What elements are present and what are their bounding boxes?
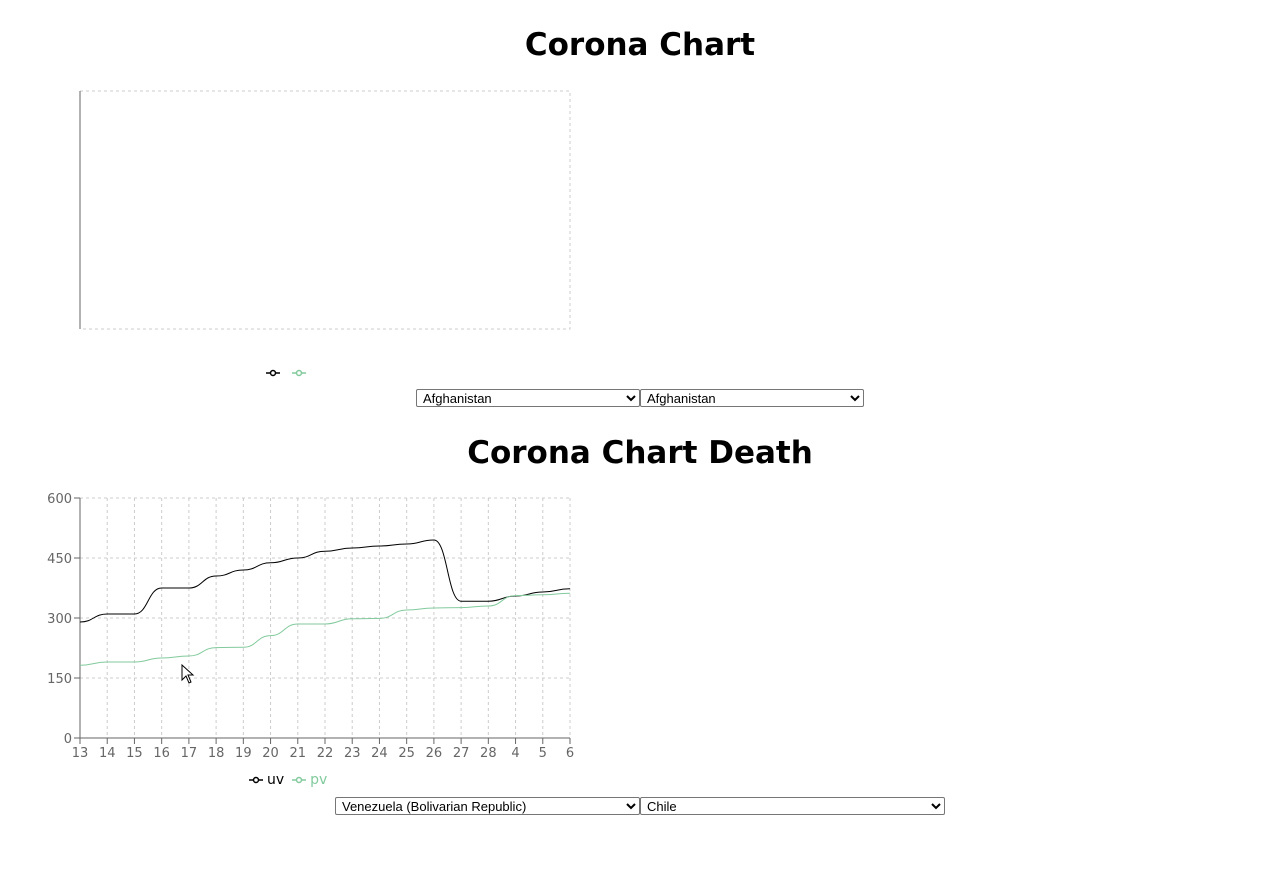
- x-tick-label: 14: [99, 746, 116, 761]
- x-tick-label: 20: [262, 746, 279, 761]
- x-tick-label: 26: [426, 746, 443, 761]
- x-tick-label: 28: [480, 746, 497, 761]
- x-tick-label: 16: [153, 746, 170, 761]
- x-tick-label: 6: [566, 746, 574, 761]
- legend: [266, 364, 310, 382]
- x-tick-label: 17: [181, 746, 198, 761]
- line-marker-icon: [292, 369, 306, 377]
- country-select-right[interactable]: Afghanistan: [640, 389, 864, 407]
- series-lines: [79, 539, 571, 666]
- x-tick-label: 19: [235, 746, 252, 761]
- legend-item-series-1[interactable]: [266, 368, 284, 378]
- legend-label-pv: pv: [310, 772, 328, 788]
- legend-label-uv: uv: [267, 772, 285, 788]
- country-select-left[interactable]: Venezuela (Bolivarian Republic): [335, 797, 640, 815]
- legend-item-series-2[interactable]: [292, 368, 310, 378]
- y-tick-label: 450: [47, 552, 72, 567]
- legend: uv pv: [249, 771, 327, 789]
- x-tick-label: 4: [511, 746, 519, 761]
- y-tick-label: 0: [64, 732, 72, 747]
- x-tick-label: 21: [290, 746, 307, 761]
- x-tick-label: 25: [398, 746, 415, 761]
- y-tick-label: 150: [47, 672, 72, 687]
- mouse-cursor-icon: [181, 664, 195, 684]
- x-tick-label: 5: [539, 746, 547, 761]
- x-tick-label: 23: [344, 746, 361, 761]
- grid-border: [79, 90, 571, 330]
- y-tick-label: 600: [47, 492, 72, 507]
- x-tick-label: 18: [208, 746, 225, 761]
- line-marker-icon: [292, 776, 307, 784]
- x-tick-label: 27: [453, 746, 470, 761]
- chart-title: Corona Chart: [524, 27, 756, 63]
- country-select-left[interactable]: Afghanistan: [416, 389, 640, 407]
- legend-item-uv[interactable]: uv: [249, 772, 284, 788]
- y-tick-label: 300: [47, 612, 72, 627]
- x-tick-label: 13: [72, 746, 89, 761]
- line-marker-icon: [249, 776, 263, 784]
- x-tick-label: 15: [126, 746, 143, 761]
- legend-item-pv[interactable]: pv: [292, 772, 327, 788]
- series-line-pv: [79, 592, 571, 666]
- x-tick-label: 24: [371, 746, 388, 761]
- series-line-uv: [79, 539, 571, 623]
- country-select-right[interactable]: Chile: [640, 797, 945, 815]
- deaths-chart: 0 150 300 450 600 13 14 15 16 17 18 19 20 21 22 23 24 25 2…: [47, 492, 574, 761]
- x-tick-label: 22: [317, 746, 334, 761]
- grid: [79, 90, 571, 330]
- chart-title: Corona Chart Death: [467, 435, 813, 471]
- line-marker-icon: [266, 369, 280, 377]
- axes: 0 150 300 450 600 13 14 15 16 17 18 19 20 21 22 23 24 25 2…: [47, 492, 574, 761]
- grid: [79, 497, 571, 739]
- cases-chart: [79, 90, 571, 330]
